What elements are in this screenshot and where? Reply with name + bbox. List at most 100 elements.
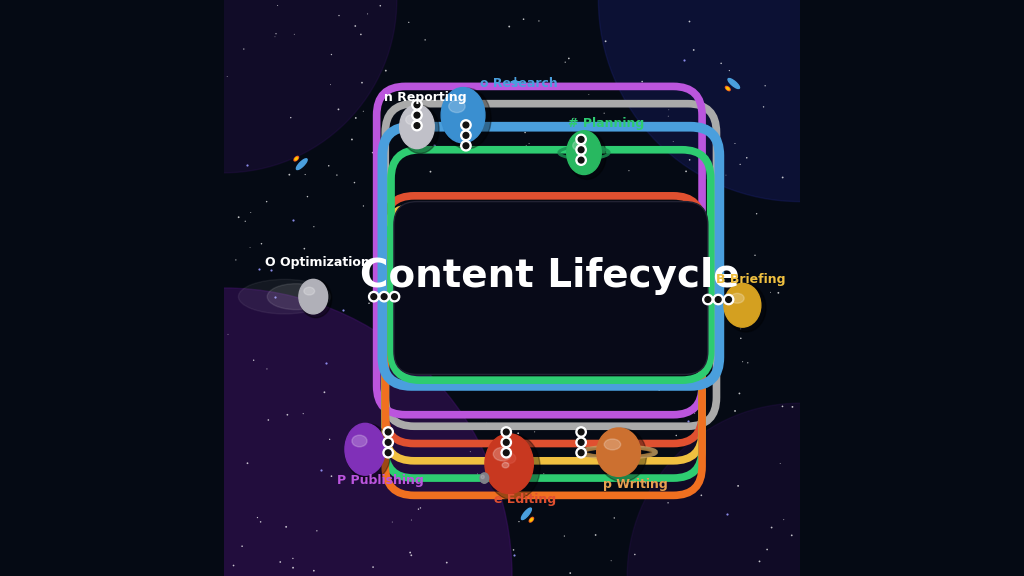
- Point: [395, 325, 412, 334]
- Point: [774, 173, 791, 182]
- Ellipse shape: [572, 141, 586, 150]
- Point: [515, 79, 531, 88]
- Point: [536, 469, 552, 479]
- Point: [487, 231, 504, 240]
- Point: [606, 513, 623, 522]
- Point: [509, 204, 525, 214]
- Point: [686, 409, 702, 418]
- Point: [567, 206, 584, 215]
- Circle shape: [463, 143, 469, 149]
- Point: [397, 260, 414, 269]
- Point: [299, 192, 315, 201]
- Point: [526, 427, 543, 437]
- Text: # Planning: # Planning: [568, 118, 645, 130]
- Point: [344, 135, 360, 144]
- Circle shape: [385, 429, 391, 435]
- Point: [219, 72, 236, 81]
- Point: [588, 530, 604, 540]
- Point: [506, 545, 522, 555]
- Point: [230, 213, 247, 222]
- Point: [739, 282, 756, 291]
- Point: [637, 478, 653, 487]
- Point: [225, 561, 242, 570]
- Circle shape: [412, 100, 422, 110]
- Point: [647, 354, 664, 363]
- Point: [457, 366, 473, 376]
- Point: [249, 513, 265, 522]
- Circle shape: [702, 294, 713, 305]
- Circle shape: [504, 450, 509, 456]
- Ellipse shape: [502, 463, 509, 468]
- Point: [654, 234, 671, 243]
- Ellipse shape: [730, 293, 744, 303]
- Point: [268, 29, 285, 39]
- Point: [660, 105, 677, 115]
- Point: [425, 298, 441, 308]
- Point: [297, 170, 313, 179]
- Point: [295, 409, 311, 418]
- Point: [338, 442, 354, 452]
- Point: [557, 58, 573, 67]
- Point: [251, 264, 267, 274]
- Point: [400, 18, 417, 27]
- Circle shape: [414, 123, 420, 128]
- Point: [378, 66, 394, 75]
- Point: [286, 215, 302, 225]
- Circle shape: [627, 403, 973, 576]
- Circle shape: [575, 155, 587, 165]
- Point: [431, 202, 447, 211]
- Point: [568, 192, 585, 202]
- Point: [715, 189, 731, 198]
- Point: [417, 35, 433, 44]
- Point: [727, 406, 743, 415]
- Point: [762, 287, 778, 297]
- Point: [399, 191, 416, 200]
- Ellipse shape: [401, 105, 439, 153]
- Point: [580, 201, 596, 210]
- Point: [501, 271, 517, 280]
- Circle shape: [504, 429, 509, 435]
- Point: [764, 523, 780, 532]
- Point: [236, 44, 252, 54]
- Point: [511, 517, 527, 526]
- Point: [258, 197, 274, 206]
- Point: [749, 209, 765, 218]
- Ellipse shape: [566, 131, 601, 175]
- Ellipse shape: [521, 508, 531, 520]
- Point: [305, 566, 322, 575]
- Circle shape: [723, 294, 734, 305]
- Point: [502, 472, 518, 481]
- Circle shape: [385, 450, 391, 456]
- Point: [376, 211, 392, 220]
- Point: [308, 526, 325, 536]
- Point: [721, 66, 737, 75]
- Point: [681, 17, 697, 26]
- Circle shape: [713, 294, 723, 305]
- Point: [556, 532, 572, 541]
- Ellipse shape: [485, 434, 534, 494]
- Point: [613, 426, 630, 435]
- Point: [560, 474, 577, 483]
- Point: [712, 219, 728, 228]
- Circle shape: [0, 288, 512, 576]
- Point: [335, 305, 351, 314]
- Point: [269, 1, 286, 10]
- Circle shape: [463, 132, 469, 138]
- Point: [331, 105, 347, 114]
- Circle shape: [391, 294, 397, 300]
- Point: [732, 324, 749, 334]
- Point: [272, 558, 289, 567]
- Circle shape: [598, 0, 1001, 202]
- Text: e Editing: e Editing: [494, 494, 556, 506]
- Point: [462, 146, 478, 156]
- Ellipse shape: [598, 429, 646, 482]
- Circle shape: [412, 120, 422, 131]
- Point: [783, 530, 800, 540]
- Point: [734, 357, 751, 366]
- Point: [227, 255, 244, 264]
- Point: [512, 345, 528, 354]
- Point: [659, 498, 676, 507]
- Point: [732, 160, 749, 169]
- Circle shape: [501, 437, 511, 448]
- Point: [267, 32, 284, 41]
